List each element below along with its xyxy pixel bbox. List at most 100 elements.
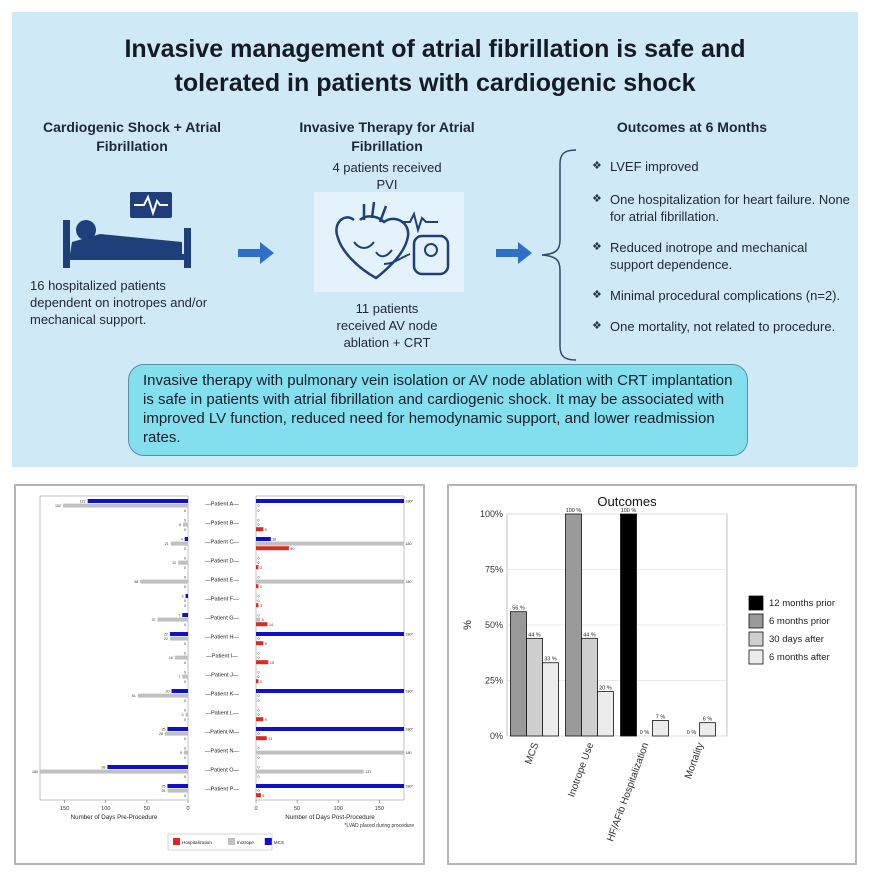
pre-bar-label: 0 <box>184 509 186 513</box>
post-bar-label: 13 <box>268 737 272 741</box>
pre-bar-label: 3 <box>182 595 184 599</box>
title-line-2: tolerated in patients with cardiogenic s… <box>174 69 696 97</box>
post-bar-label: 0 <box>258 671 260 675</box>
bar-30-days-after <box>526 637 543 737</box>
col1-text-1: 16 hospitalized patients <box>30 278 166 293</box>
pre-bar-label: 7 <box>178 614 180 618</box>
patient-label: —Patient J— <box>206 673 239 679</box>
legend-swatch-hospitalization <box>173 838 180 845</box>
bar-6-months-after <box>699 722 716 737</box>
pre-bar-mcs <box>182 613 188 617</box>
pre-bar-label: 3 <box>182 713 184 717</box>
pre-bar-label: 37 <box>152 618 156 622</box>
post-bar-label: 6 <box>262 794 264 798</box>
bar-value-label: 44 % <box>583 632 596 638</box>
post-bar-hospitalization <box>256 565 259 570</box>
bar-value-label: 6 % <box>703 717 713 723</box>
pre-bar-label: 4 <box>181 538 183 542</box>
pre-bar-label: 98 <box>101 766 105 770</box>
post-bar-label: 9 <box>265 642 267 646</box>
post-bar-label: 0 <box>258 595 260 599</box>
pre-x-axis-label: Number of Days Pre-Procedure <box>71 814 158 821</box>
post-bar-hospitalization <box>256 527 264 532</box>
pre-bar-inotrope <box>183 750 188 755</box>
post-bar-label: 0 <box>258 713 260 717</box>
pre-bar-label: 180 <box>32 770 38 774</box>
pre-bar-mcs <box>87 499 188 503</box>
graphical-abstract: Invasive management of atrial fibrillati… <box>12 12 858 467</box>
col1-text-2: dependent on inotropes and/or <box>30 295 208 310</box>
pre-bar-inotrope <box>178 560 188 565</box>
pre-bar-label: 0 <box>184 642 186 646</box>
post-bar-label: 0 <box>258 732 260 736</box>
pre-bar-label: 21 <box>165 542 169 546</box>
pre-bar-label: 22 <box>164 633 168 637</box>
post-bar-label: 3 <box>260 566 262 570</box>
patient-label: —Patient E— <box>205 578 239 584</box>
bar-value-label: 44 % <box>528 632 541 638</box>
post-bar-label: 0 <box>258 519 260 523</box>
bar-value-label: 0 % <box>640 730 650 736</box>
post-bar-hospitalization <box>256 584 259 589</box>
post-bar-label: 0 <box>258 675 260 679</box>
post-bar-label: 5 <box>262 618 264 622</box>
post-bar-label: 0 <box>258 652 260 656</box>
bar-6-months-after <box>652 720 669 737</box>
patient-timeline-chart-panel: —Patient A— 122 180* 152 0 0 0 —Patient B— 0 0 6 0 0… <box>14 484 425 865</box>
pre-bar-label: 25 <box>161 785 165 789</box>
legend-label: Hospitalization <box>182 840 212 845</box>
pre-bar-label: 0 <box>184 718 186 722</box>
post-bar-label: 0 <box>258 509 260 513</box>
post-footnote: *LVAD placed during procedure <box>344 823 414 829</box>
pre-bar-label: 0 <box>184 794 186 798</box>
post-x-axis-label: Number of Days Post-Procedure <box>285 814 375 821</box>
legend-label: 30 days after <box>769 634 824 645</box>
post-bar-label: 0 <box>258 557 260 561</box>
patient-label: —Patient A— <box>205 502 239 508</box>
post-bar-label: 180* <box>406 500 414 504</box>
pre-bar-label: 0 <box>184 585 186 589</box>
y-tick-label: 25% <box>485 676 503 686</box>
post-bar-hospitalization <box>256 641 264 646</box>
pre-bar-inotrope <box>185 712 188 717</box>
post-bar-label: 180 <box>406 751 412 755</box>
patient-label: —Patient F— <box>205 597 239 603</box>
bar-6-months-prior <box>510 611 527 737</box>
pre-bar-label: 16 <box>169 656 173 660</box>
pre-bar-label: 58 <box>134 580 138 584</box>
col1-heading: Cardiogenic Shock + Atrial Fibrillation <box>24 118 240 156</box>
post-bar-mcs <box>256 784 404 788</box>
y-tick-label: 0% <box>490 731 503 741</box>
post-bar-label: 180* <box>406 728 414 732</box>
bar-value-label: 33 % <box>544 657 557 663</box>
patient-label: —Patient B— <box>205 521 239 527</box>
pre-bar-label: 5 <box>180 751 182 755</box>
pre-tick-label: 0 <box>186 806 189 812</box>
legend-label: 6 months after <box>769 652 830 663</box>
post-bar-label: 40 <box>290 547 294 551</box>
pre-bar-label: 0 <box>184 519 186 523</box>
pre-bar-label: 0 <box>184 756 186 760</box>
legend-swatch <box>748 613 764 629</box>
post-bar-label: 0 <box>258 789 260 793</box>
post-bar-mcs <box>256 689 404 693</box>
y-tick-label: 50% <box>485 620 503 630</box>
pre-bar-label: 0 <box>184 576 186 580</box>
outcomes-brace <box>541 149 577 361</box>
post-bar-inotrope <box>256 579 404 584</box>
pre-bar-label: 122 <box>80 500 86 504</box>
outcomes-chart: Outcomes 0% 25% 50% 75% 100%% 56 % 44 % 33 % MCS 1… <box>462 494 835 843</box>
post-bar-label: 14 <box>269 623 273 627</box>
pre-tick-label: 150 <box>60 806 69 812</box>
post-bar-label: 0 <box>258 747 260 751</box>
pre-bar-label: 0 <box>184 671 186 675</box>
legend-swatch <box>748 595 764 611</box>
post-bar-mcs <box>256 632 404 636</box>
legend-label: 12 months prior <box>769 598 835 609</box>
pre-bar-label: 0 <box>184 528 186 532</box>
post-bar-label: 0 <box>258 766 260 770</box>
outcome-item: One mortality, not related to procedure. <box>592 318 854 335</box>
pre-bar-label: 61 <box>132 694 136 698</box>
patient-label: —Patient I— <box>206 654 238 660</box>
abstract-title: Invasive management of atrial fibrillati… <box>12 32 858 100</box>
